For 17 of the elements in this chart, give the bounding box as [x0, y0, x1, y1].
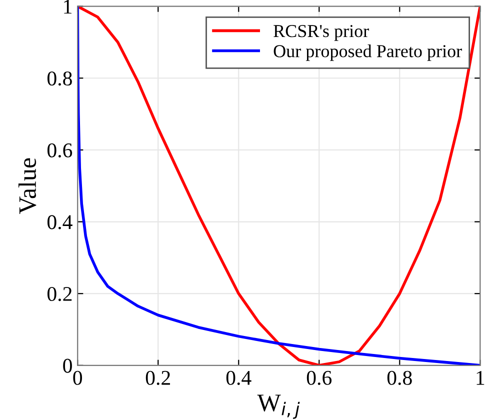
legend-label: RCSR's prior	[274, 25, 369, 41]
x-tick-label: 0.8	[387, 370, 412, 386]
x-tick-label: 0.6	[306, 370, 332, 386]
y-tick-label: 0.6	[47, 143, 72, 158]
x-tick-label: 0.2	[146, 370, 170, 386]
y-tick-label: 0	[63, 358, 72, 373]
line-series	[78, 6, 480, 366]
x-axis-title: W$_{i,j}$	[257, 394, 300, 419]
y-tick-label: 0.8	[47, 71, 72, 86]
y-tick-label: 0.2	[47, 286, 72, 302]
x-tick-label: 0	[73, 370, 82, 385]
y-axis-title: Value	[18, 158, 36, 214]
legend-label: Our proposed Pareto prior	[274, 44, 462, 61]
y-tick-label: 1	[64, 0, 72, 14]
x-tick-label: 0.4	[226, 370, 252, 386]
x-tick-label: 1	[476, 370, 484, 385]
y-tick-label: 0.4	[47, 215, 72, 230]
